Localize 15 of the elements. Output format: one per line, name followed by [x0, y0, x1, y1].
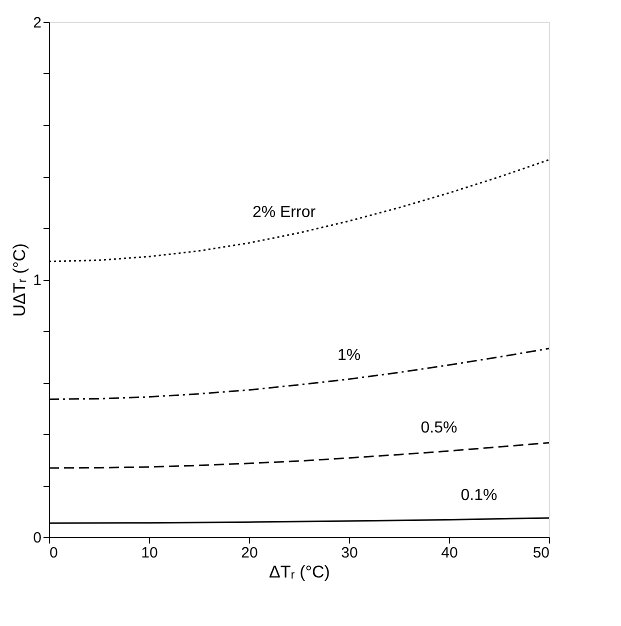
y-tick-label: 1: [33, 272, 42, 289]
x-tick-label: 50: [532, 544, 550, 562]
series-label: 0.5%: [420, 420, 458, 437]
x-tick-label: 0: [50, 544, 58, 562]
series-label: 2% Error: [252, 204, 316, 221]
y-tick-label: 0: [33, 530, 42, 546]
x-tick-label: 30: [341, 544, 358, 562]
x-tick-label: 20: [241, 544, 258, 562]
series-label: 1%: [337, 347, 361, 364]
x-tick-label: 40: [441, 544, 458, 562]
series-label: 0.1%: [460, 487, 498, 504]
y-axis-title: UΔTᵣ (°C): [10, 243, 30, 317]
y-tick-label: 2: [33, 14, 42, 32]
x-axis-title: ΔTᵣ (°C): [269, 562, 330, 582]
x-tick-label: 10: [141, 544, 158, 562]
